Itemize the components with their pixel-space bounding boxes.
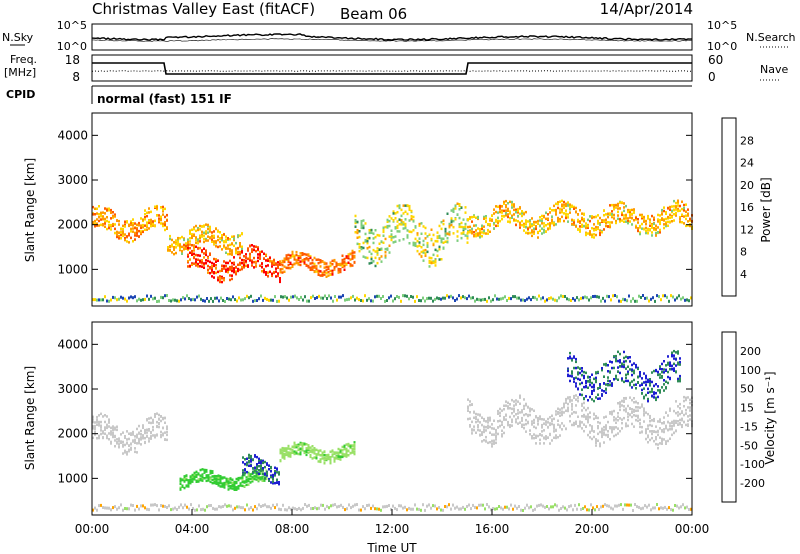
freq-tick-bottom: 8: [72, 70, 80, 84]
ytick-label: 3000: [57, 173, 88, 187]
power-band-2: [187, 244, 281, 284]
velocity-ylabel: Slant Range [km]: [23, 366, 37, 470]
power-nearrange-echo: [92, 294, 692, 303]
freq-tick-top: 18: [65, 53, 80, 67]
power-band-1: [167, 223, 243, 256]
nave-trace: [91, 70, 692, 72]
ytick-label: 4000: [57, 128, 88, 142]
cpid-value: normal (fast) 151 IF: [97, 92, 232, 106]
nsearch-tick-bottom: 10^0: [707, 40, 737, 53]
colorbar-tick-label: -100: [740, 458, 765, 471]
velocity-band-4: [467, 394, 693, 450]
power-ylabel: Slant Range [km]: [23, 158, 37, 262]
ytick-label: 3000: [57, 382, 88, 396]
nsky-tick-top: 10^5: [57, 19, 87, 32]
cpid-label: CPID: [6, 88, 35, 101]
xtick-label: 00:00: [675, 522, 710, 536]
velocity-band-3: [279, 441, 356, 465]
ytick-label: 4000: [57, 337, 88, 351]
colorbar-tick-label: 16: [740, 201, 754, 214]
colorbar-tick-label: -50: [740, 439, 758, 452]
colorbar-tick-label: 20: [740, 179, 754, 192]
velocity-panel: 1000 2000 3000 4000 00:00 04:00 08:00 12:00 16:…: [23, 321, 777, 554]
colorbar-tick-label: 50: [740, 383, 754, 396]
nsky-tick-bottom: 10^0: [57, 40, 87, 53]
colorbar-tick-label: 15: [740, 402, 754, 415]
power-band-3: [279, 249, 356, 278]
freq-label: Freq.: [10, 53, 37, 66]
nsearch-label: N.Search: [746, 31, 796, 44]
ytick-label: 2000: [57, 218, 88, 232]
xtick-label: 08:00: [275, 522, 310, 536]
power-panel: 1000 2000 3000 4000 Slant Range [km] 4 8 12 16…: [23, 112, 773, 307]
freq-panel: Freq. [MHz] 18 8 60 0 Nave: [4, 53, 788, 84]
chart-title: Christmas Valley East (fitACF): [92, 0, 315, 18]
colorbar-frame: [721, 331, 737, 503]
freq-trace: [92, 62, 692, 75]
xtick-label: 12:00: [375, 522, 410, 536]
power-band-4: [354, 202, 469, 268]
colorbar-tick-label: 4: [740, 268, 747, 281]
power-colorbar-label: Power [dB]: [759, 177, 773, 242]
colorbar-frame: [721, 117, 737, 297]
colorbar-tick-label: 200: [740, 345, 761, 358]
colorbar-tick-label: -200: [740, 477, 765, 490]
colorbar-tick-label: 8: [740, 246, 747, 259]
velocity-band-2: [242, 453, 280, 486]
velocity-xlabel: Time UT: [366, 541, 417, 554]
velocity-colorbar-label: Velocity [m s⁻¹]: [763, 371, 777, 464]
xtick-label: 00:00: [75, 522, 110, 536]
nsky-label: N.Sky: [2, 31, 34, 44]
colorbar-tick-label: 12: [740, 223, 754, 236]
freq-unit: [MHz]: [4, 66, 36, 79]
colorbar-tick-label: 100: [740, 364, 761, 377]
nsearch-tick-top: 10^5: [707, 19, 737, 32]
nave-label: Nave: [760, 63, 788, 76]
beam-label: Beam 06: [340, 5, 407, 23]
date-label: 14/Apr/2014: [600, 0, 693, 18]
colorbar-tick-label: 24: [740, 157, 754, 170]
velocity-band-5: [567, 349, 681, 403]
noise-panel: N.Sky 10^5 10^0 10^5 10^0 N.Search: [2, 19, 796, 53]
nave-tick-bottom: 0: [708, 70, 716, 84]
power-band-0: [92, 204, 168, 244]
power-band-5: [467, 199, 693, 239]
ytick-label: 2000: [57, 427, 88, 441]
nave-tick-top: 60: [708, 53, 723, 67]
ytick-label: 1000: [57, 471, 88, 485]
colorbar-tick-label: -15: [740, 420, 758, 433]
xtick-label: 20:00: [575, 522, 610, 536]
xtick-label: 16:00: [475, 522, 510, 536]
nsky-trace: [91, 33, 693, 41]
colorbar-tick-label: 28: [740, 134, 754, 147]
ytick-label: 1000: [57, 262, 88, 276]
velocity-nearrange-echo: [92, 503, 692, 512]
velocity-band-0: [92, 412, 168, 456]
nsearch-trace: [91, 38, 693, 42]
xtick-label: 04:00: [175, 522, 210, 536]
